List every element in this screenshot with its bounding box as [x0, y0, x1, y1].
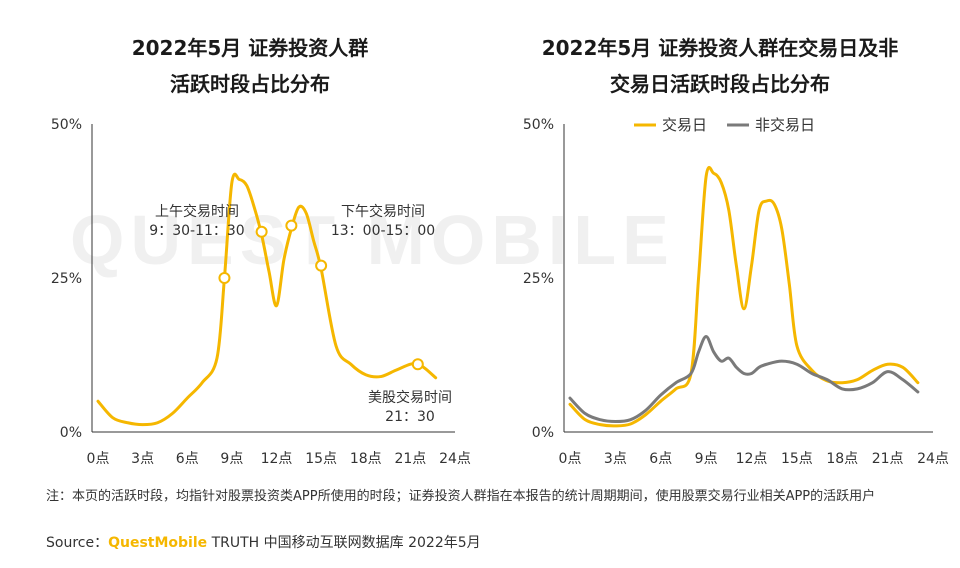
right-x-tick-label: 18点	[826, 451, 858, 467]
left-marker-point	[218, 272, 231, 284]
right-x-tick-label: 15点	[781, 451, 813, 467]
left-y-tick-label: 50%	[51, 117, 82, 133]
right-x-tick-label: 3点	[604, 451, 627, 467]
right-x-tick-label: 24点	[917, 451, 949, 467]
left-x-tick-label: 3点	[131, 451, 154, 467]
left-annotation-line2: 9：30-11：30	[149, 223, 244, 239]
right-legend-label-2: 非交易日	[755, 116, 815, 134]
left-x-tick-label: 12点	[261, 451, 293, 467]
source-rest: TRUTH 中国移动互联网数据库 2022年5月	[207, 535, 481, 551]
left-marker-point	[255, 225, 268, 238]
left-annotation-line1: 上午交易时间	[155, 203, 239, 220]
right-x-tick-label: 9点	[695, 451, 718, 467]
left-title-line2: 活跃时段占比分布	[170, 72, 330, 96]
left-x-tick-label: 0点	[87, 451, 110, 467]
left-marker-point	[285, 219, 298, 232]
right-x-tick-label: 0点	[559, 451, 582, 467]
left-x-tick-label: 9点	[220, 451, 243, 467]
source-brand: QuestMobile	[108, 535, 208, 551]
left-x-tick-label: 21点	[394, 451, 426, 467]
left-y-tick-label: 0%	[60, 425, 82, 441]
right-series-line-2	[568, 335, 920, 424]
right-x-tick-label: 12点	[736, 451, 768, 467]
source-prefix: Source：	[46, 535, 109, 551]
right-series-line-1	[568, 165, 920, 428]
left-y-tick-label: 25%	[51, 271, 82, 287]
right-y-tick-label: 25%	[523, 271, 554, 287]
left-annotation-line2: 21：30	[385, 409, 435, 425]
right-chart-title: 2022年5月 证券投资人群在交易日及非 交易日活跃时段占比分布	[500, 30, 940, 102]
right-x-tick-label: 21点	[872, 451, 904, 467]
left-x-tick-label: 18点	[350, 451, 382, 467]
left-x-tick-label: 24点	[439, 451, 471, 467]
left-annotation-line1: 美股交易时间	[368, 389, 452, 406]
right-y-tick-label: 0%	[532, 425, 554, 441]
left-marker-point	[411, 358, 424, 371]
footnote: 注：本页的活跃时段，均指针对股票投资类APP所使用的时段；证券投资人群指在本报告…	[46, 489, 876, 504]
left-annotation-line1: 下午交易时间	[341, 203, 425, 220]
watermark: QUEST MOBILE	[70, 201, 675, 279]
left-title-line1: 2022年5月 证券投资人群	[131, 36, 369, 60]
source-line: Source：QuestMobile TRUTH 中国移动互联网数据库 2022…	[46, 534, 926, 553]
right-legend-label-1: 交易日	[662, 116, 707, 134]
right-title-line1: 2022年5月 证券投资人群在交易日及非	[541, 36, 899, 60]
left-marker-point	[315, 259, 328, 272]
left-chart-title: 2022年5月 证券投资人群 活跃时段占比分布	[40, 30, 460, 102]
right-x-tick-label: 6点	[649, 451, 672, 467]
left-x-tick-label: 15点	[305, 451, 337, 467]
left-annotation-line2: 13：00-15：00	[331, 223, 435, 239]
right-y-tick-label: 50%	[523, 117, 554, 133]
right-title-line2: 交易日活跃时段占比分布	[610, 72, 830, 96]
left-series-line-1	[96, 172, 438, 427]
left-x-tick-label: 6点	[176, 451, 199, 467]
